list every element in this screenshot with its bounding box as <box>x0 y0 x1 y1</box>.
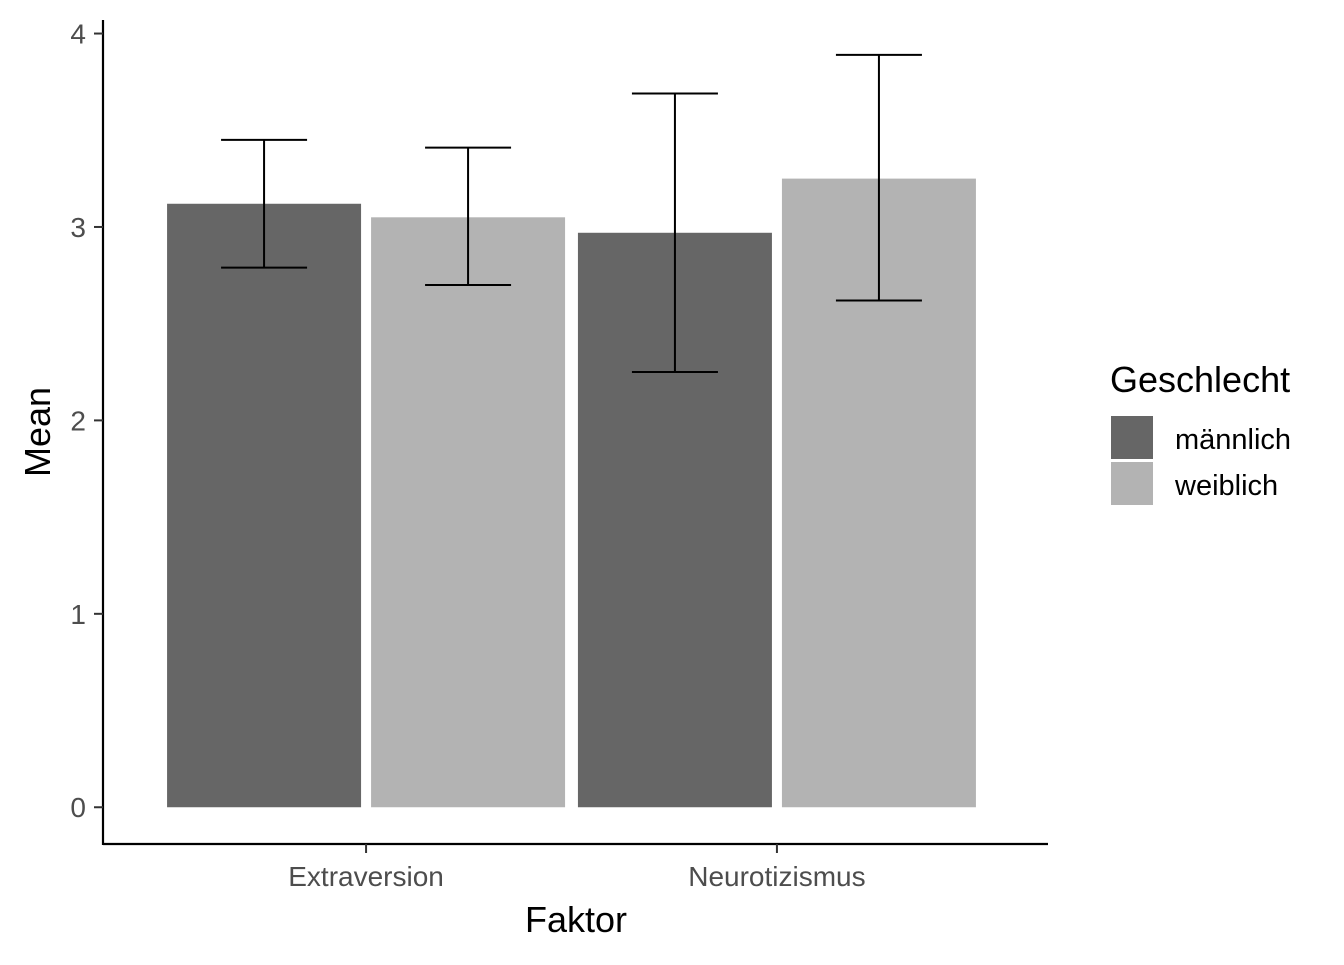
y-tick-label: 2 <box>70 405 86 436</box>
x-tick-label: Neurotizismus <box>688 861 865 892</box>
bar <box>167 203 362 808</box>
bar <box>371 217 566 808</box>
legend: Geschlecht männlich weiblich <box>1110 359 1291 505</box>
y-axis-title: Mean <box>17 387 58 477</box>
y-tick-label: 1 <box>70 599 86 630</box>
x-axis-ticks: Extraversion Neurotizismus <box>288 844 866 892</box>
y-tick-label: 3 <box>70 212 86 243</box>
y-axis-ticks: 0 1 2 3 4 <box>70 19 103 823</box>
legend-key <box>1111 416 1153 459</box>
y-tick-label: 0 <box>70 792 86 823</box>
x-axis-title: Faktor <box>525 899 627 940</box>
legend-key <box>1111 462 1153 505</box>
legend-title: Geschlecht <box>1110 359 1290 400</box>
plot-area <box>167 53 976 808</box>
legend-label: weiblich <box>1174 470 1278 502</box>
legend-items: männlich weiblich <box>1111 416 1291 505</box>
legend-label: männlich <box>1175 424 1291 456</box>
x-tick-label: Extraversion <box>288 861 444 892</box>
axes: 0 1 2 3 4 Extraversion Neurotizismus <box>70 19 1048 892</box>
y-tick-label: 4 <box>70 19 86 50</box>
